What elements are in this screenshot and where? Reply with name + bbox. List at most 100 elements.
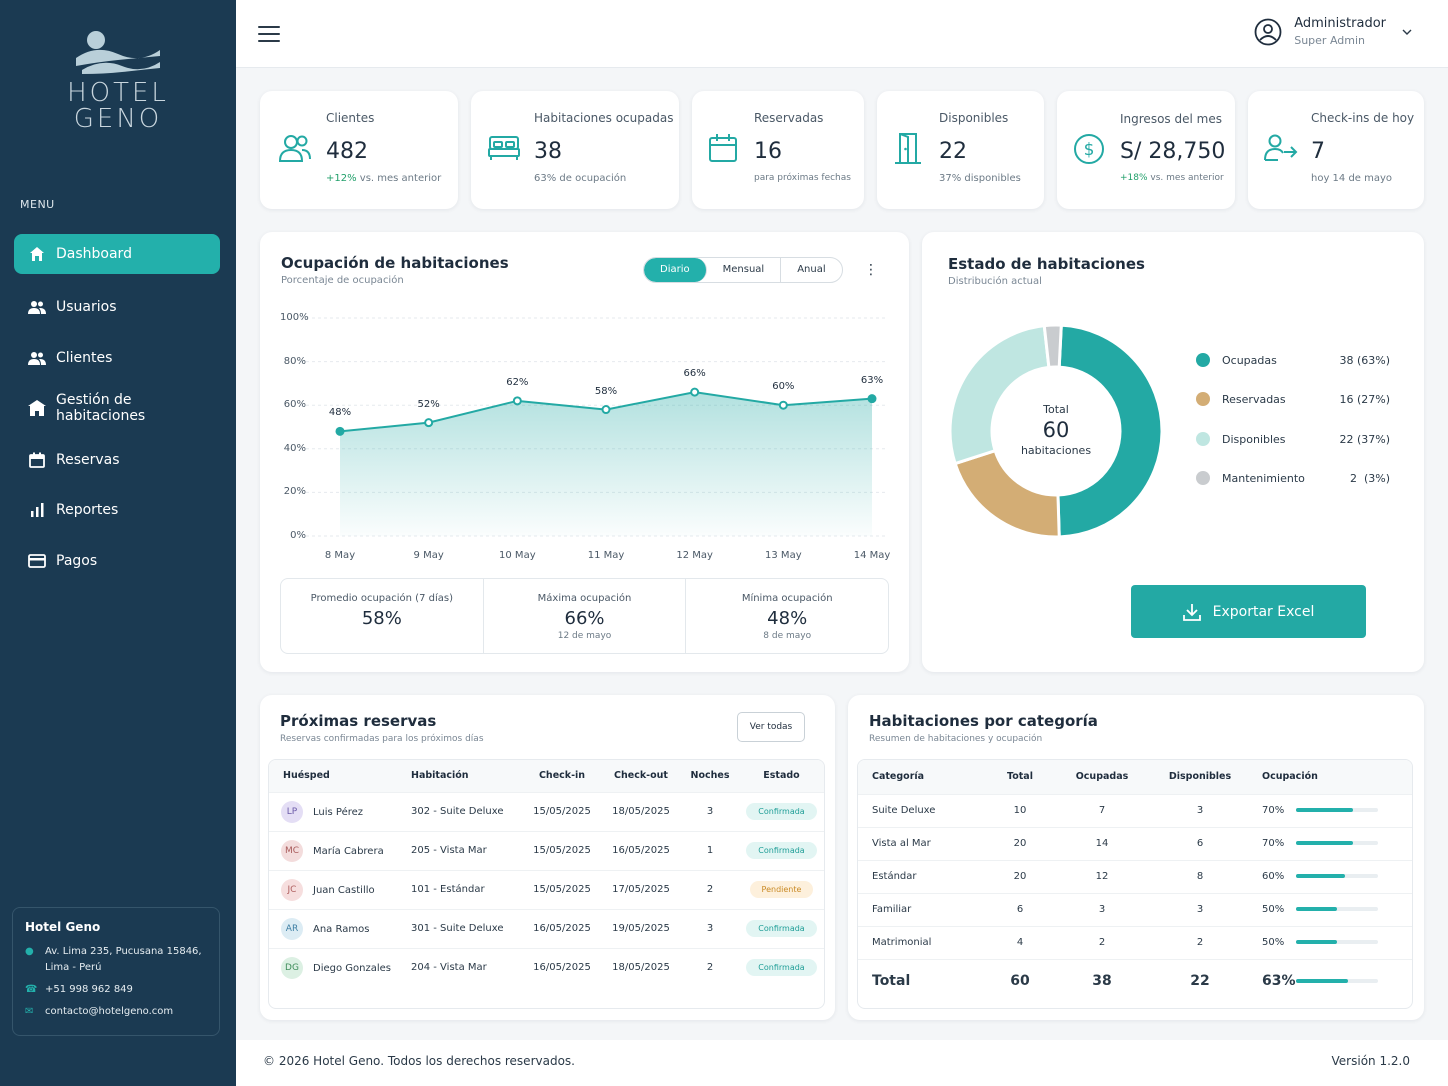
legend-item-reservadas: Reservadas 16 (27%) (1196, 392, 1390, 406)
data-label: 62% (506, 376, 529, 388)
summary-label: Máxima ocupación (537, 593, 632, 604)
hotel-address: Av. Lima 235, Pucusana 15846, Lima - Per… (45, 946, 202, 973)
menu-toggle-icon[interactable] (258, 26, 280, 42)
nights-cell: 2 (681, 869, 739, 909)
stat-subtext: +12% vs. mes anterior (326, 173, 441, 184)
calendar-icon (28, 451, 46, 469)
occupancy-title: Ocupación de habitaciones (281, 254, 509, 272)
occupancy-bar-fill (1296, 808, 1354, 812)
guest-cell: LP Luis Pérez (269, 791, 405, 831)
tab-mensual[interactable]: Mensual (707, 258, 782, 282)
home-icon (28, 245, 46, 263)
stat-title: Clientes (326, 111, 375, 125)
room-cell: 205 - Vista Mar (405, 830, 523, 870)
sidebar-item-reportes[interactable]: Reportes (14, 490, 220, 530)
table-row[interactable]: JC Juan Castillo 101 - Estándar 15/05/2025 1… (269, 869, 824, 909)
stat-title: Reservadas (754, 111, 824, 125)
categories-subtitle: Resumen de habitaciones y ocupación (869, 734, 1043, 744)
data-point[interactable] (424, 418, 434, 428)
stat-title: Habitaciones ocupadas (534, 111, 674, 125)
status-badge: Confirmada (746, 959, 817, 977)
status-badge: Confirmada (746, 842, 817, 859)
reservations-card: Próximas reservas Reservas confirmadas p… (260, 695, 835, 1020)
svg-text:$: $ (1084, 140, 1095, 160)
stat-sub: 37% disponibles (939, 173, 1021, 184)
donut-center-bottom: habitaciones (1020, 444, 1092, 457)
data-label: 58% (594, 385, 618, 397)
sidebar-item-dashboard[interactable]: Dashboard (14, 234, 220, 274)
col-habitacion: Habitación (405, 760, 523, 792)
donut-slice[interactable] (1042, 323, 1063, 370)
summary-value: 48% (767, 608, 808, 629)
user-menu[interactable]: Administrador Super Admin (1254, 16, 1412, 47)
hotel-info-box: Hotel Geno ● Av. Lima 235, Pucusana 15846… (12, 907, 220, 1036)
guest-name: Diego Gonzales (313, 962, 391, 974)
data-point[interactable] (778, 400, 788, 410)
chevron-down-icon (1402, 29, 1412, 35)
legend-label: Mantenimiento (1222, 471, 1305, 485)
data-point[interactable] (512, 396, 522, 406)
stat-card-checkins: Check-ins de hoy 7 hoy 14 de mayo (1248, 91, 1424, 209)
table-row[interactable]: LP Luis Pérez 302 - Suite Deluxe 15/05/2025… (269, 791, 824, 831)
checkout-cell: 19/05/2025 (601, 908, 681, 948)
sidebar-item-label: Dashboard (56, 246, 132, 262)
category-available: 3 (1152, 793, 1248, 827)
sidebar-item-clientes[interactable]: Clientes (14, 338, 220, 378)
category-available: 2 (1152, 925, 1248, 959)
occupancy-pct: 50% (1262, 937, 1285, 948)
checkout-cell: 16/05/2025 (601, 830, 681, 870)
table-row: Vista al Mar 20 14 6 70% (858, 826, 1412, 860)
donut-slice[interactable] (1056, 323, 1164, 539)
hotel-email[interactable]: contacto@hotelgeno.com (45, 1006, 174, 1017)
table-row[interactable]: MC María Cabrera 205 - Vista Mar 15/05/2025… (269, 830, 824, 870)
legend-item-disponibles: Disponibles 22 (37%) (1196, 432, 1390, 446)
table-row: Familiar 6 3 3 50% (858, 892, 1412, 926)
category-occupied: 12 (1052, 859, 1152, 893)
tab-anual[interactable]: Anual (797, 264, 826, 275)
occupancy-bar (1296, 841, 1378, 845)
col-categoria: Categoría (858, 760, 988, 794)
users-icon (28, 298, 46, 316)
sidebar-item-reservas[interactable]: Reservas (14, 440, 220, 480)
category-occupancy: 60% (1248, 859, 1412, 893)
data-point[interactable] (601, 405, 611, 415)
avatar: LP (281, 800, 303, 823)
export-excel-button[interactable]: Exportar Excel (1131, 585, 1366, 638)
data-point[interactable] (690, 387, 700, 397)
occupancy-bar (1296, 808, 1378, 812)
more-options-icon[interactable]: ⋮ (864, 262, 878, 278)
stat-sub: hoy 14 de mayo (1311, 173, 1393, 184)
stat-card-ingresos: $ Ingresos del mes S/ 28,750 +18% vs. me… (1057, 91, 1235, 209)
user-name: Administrador (1294, 16, 1386, 31)
sidebar-item-usuarios[interactable]: Usuarios (14, 287, 220, 327)
table-row: Estándar 20 12 8 60% (858, 859, 1412, 893)
categories-title: Habitaciones por categoría (869, 712, 1098, 730)
guest-cell: AR Ana Ramos (269, 908, 405, 948)
view-all-button[interactable]: Ver todas (737, 712, 805, 742)
hotel-info-title: Hotel Geno (25, 920, 101, 934)
legend-item-ocupadas: Ocupadas 38 (63%) (1196, 353, 1390, 367)
table-row[interactable]: DG Diego Gonzales 204 - Vista Mar 16/05/202… (269, 947, 824, 987)
table-row[interactable]: AR Ana Ramos 301 - Suite Deluxe 16/05/2025 1… (269, 908, 824, 948)
status-cell: Confirmada (739, 947, 824, 987)
col-noches: Noches (681, 760, 739, 792)
sidebar-item-habitaciones[interactable]: Gestión de habitaciones (14, 388, 220, 428)
stat-title: Disponibles (939, 111, 1009, 125)
donut-slice[interactable] (953, 448, 1061, 539)
category-name: Estándar (858, 859, 988, 893)
data-point[interactable] (335, 426, 345, 436)
category-occupancy: 50% (1248, 925, 1412, 959)
menu-label: MENU (20, 198, 55, 211)
reservations-title: Próximas reservas (280, 712, 437, 730)
stat-value: 482 (326, 139, 368, 164)
legend-swatch (1196, 353, 1210, 367)
sidebar-item-pagos[interactable]: Pagos (14, 541, 220, 581)
donut-center: Total 60 habitaciones (996, 403, 1116, 457)
period-tabs: Diario Mensual Anual (643, 257, 843, 283)
data-point[interactable] (867, 394, 877, 404)
topbar: Administrador Super Admin (236, 0, 1448, 68)
sidebar: HOTEL GENO MENU Dashboard Usuarios Clien… (0, 0, 236, 1086)
category-name: Vista al Mar (858, 826, 988, 860)
tab-diario[interactable]: Diario (644, 258, 707, 282)
col-estado: Estado (739, 760, 824, 792)
